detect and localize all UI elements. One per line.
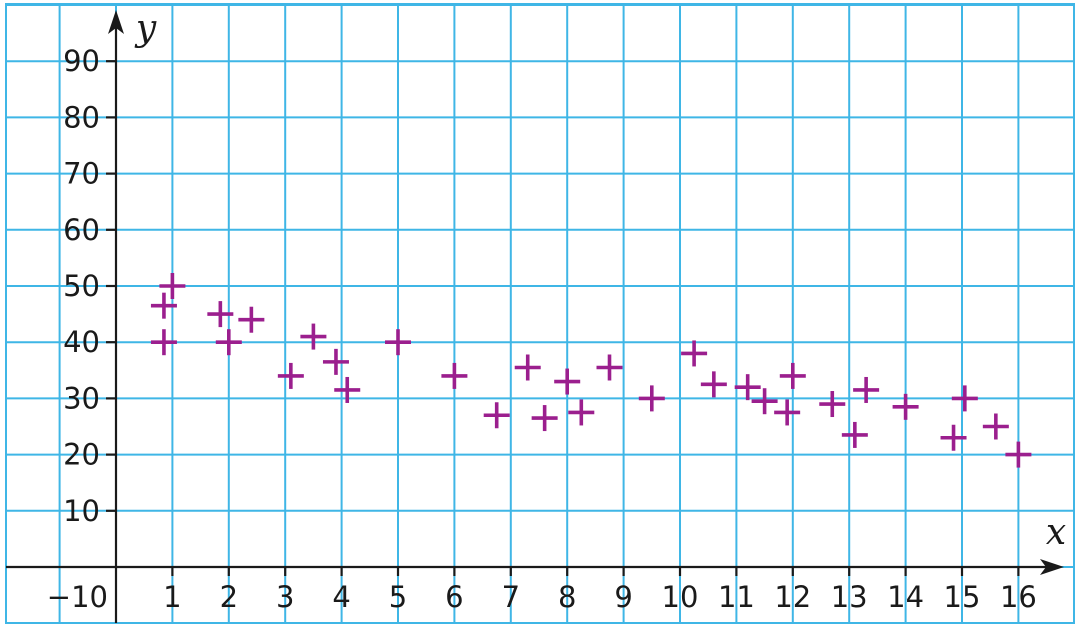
data-point bbox=[514, 354, 541, 381]
data-point bbox=[554, 368, 581, 395]
y-axis-label: y bbox=[134, 8, 157, 49]
x-tick-label: 7 bbox=[502, 580, 520, 614]
y-tick-label: 60 bbox=[63, 213, 100, 247]
x-tick-label: 6 bbox=[445, 580, 463, 614]
data-point bbox=[774, 399, 801, 426]
data-point bbox=[734, 374, 761, 401]
x-tick-label: 13 bbox=[831, 580, 868, 614]
y-tick-label: 40 bbox=[63, 325, 100, 359]
tick-labels: 1 2 3 4 5 6 7 8 9 10 11 12 13 14 15 1610203040506070809… bbox=[63, 44, 1037, 614]
data-point bbox=[150, 292, 177, 319]
data-point bbox=[277, 362, 304, 389]
data-point bbox=[215, 329, 242, 356]
y-axis-arrow-icon bbox=[108, 10, 124, 34]
data-point bbox=[322, 348, 349, 375]
grid-border bbox=[5, 3, 1075, 624]
x-tick-label: 10 bbox=[662, 580, 699, 614]
data-points bbox=[150, 273, 1032, 468]
data-point bbox=[982, 413, 1009, 440]
data-point bbox=[638, 385, 665, 412]
y-tick-label: 30 bbox=[63, 381, 100, 415]
data-point bbox=[841, 421, 868, 448]
data-point bbox=[207, 301, 234, 328]
x-tick-label: 14 bbox=[887, 580, 924, 614]
data-point bbox=[385, 329, 411, 356]
data-point bbox=[159, 273, 186, 299]
x-tick-label: 15 bbox=[944, 580, 981, 614]
x-tick-label: 2 bbox=[220, 580, 238, 614]
data-point bbox=[1005, 441, 1032, 468]
data-point bbox=[853, 376, 880, 403]
data-point bbox=[819, 391, 846, 418]
data-point bbox=[531, 405, 558, 432]
data-point bbox=[238, 306, 265, 333]
data-point bbox=[681, 340, 708, 367]
x-tick-label: 9 bbox=[614, 580, 632, 614]
y-tick-label: 50 bbox=[63, 269, 100, 303]
x-tick-label: 1 bbox=[163, 580, 181, 614]
grid bbox=[5, 3, 1075, 624]
axes bbox=[6, 10, 1064, 623]
x-tick-label: 12 bbox=[774, 580, 811, 614]
x-tick-label: 5 bbox=[389, 580, 407, 614]
x-tick-label: 11 bbox=[718, 580, 755, 614]
y-tick-label: 10 bbox=[63, 494, 100, 528]
data-point bbox=[940, 424, 967, 451]
data-point bbox=[441, 362, 468, 389]
data-point bbox=[568, 399, 595, 426]
y-tick-label: 20 bbox=[63, 438, 100, 472]
data-point bbox=[150, 329, 177, 356]
x-tick-label: 8 bbox=[558, 580, 576, 614]
data-point bbox=[779, 362, 806, 389]
y-tick-label: 80 bbox=[63, 100, 100, 134]
y-tick-label: 70 bbox=[63, 157, 100, 191]
data-point bbox=[700, 371, 727, 398]
data-point bbox=[892, 393, 919, 420]
data-point bbox=[483, 402, 510, 429]
y-tick-label: 90 bbox=[63, 44, 100, 78]
data-point bbox=[751, 388, 778, 415]
data-point bbox=[300, 323, 327, 350]
origin-tick-label: −10 bbox=[47, 580, 108, 614]
x-tick-label: 16 bbox=[1000, 580, 1037, 614]
data-point bbox=[596, 354, 623, 381]
x-axis-arrow-icon bbox=[1040, 559, 1064, 575]
data-point bbox=[951, 385, 978, 412]
x-tick-label: 3 bbox=[276, 580, 294, 614]
data-point bbox=[334, 376, 361, 403]
x-tick-label: 4 bbox=[332, 580, 350, 614]
x-axis-label: x bbox=[1046, 512, 1066, 553]
